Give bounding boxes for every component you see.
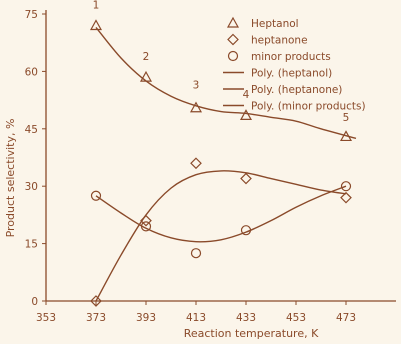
x-tick-label: 413: [186, 312, 206, 324]
y-tick-label: 45: [25, 124, 38, 136]
data-point-circle: [140, 221, 152, 232]
legend-marker-diamond: [227, 33, 239, 46]
annotations: 1 2 3 4 5: [93, 0, 350, 124]
legend-marker-triangle: [226, 16, 240, 28]
data-point-triangle: [339, 130, 353, 142]
legend-label: Poly. (heptanone): [251, 84, 342, 96]
data-point-circle: [90, 190, 102, 201]
data-point-triangle: [89, 19, 103, 31]
y-tick-label: 30: [25, 181, 38, 193]
x-tick-label: 353: [36, 312, 56, 324]
data-point-diamond: [340, 191, 352, 204]
data-point-diamond: [240, 172, 252, 185]
x-tick-label: 453: [286, 312, 306, 324]
legend: Heptanol heptanone minor products Poly. (he…: [223, 16, 366, 113]
point-number-label: 3: [193, 80, 200, 92]
data-point-circle: [190, 248, 202, 259]
legend-label: Poly. (minor products): [251, 101, 366, 113]
x-tick-label: 373: [86, 312, 106, 324]
legend-label: Poly. (heptanol): [251, 68, 332, 80]
x-tick-label: 393: [136, 312, 156, 324]
data-point-triangle: [139, 70, 153, 82]
data-point-triangle: [189, 101, 203, 113]
y-tick-label: 60: [25, 66, 38, 78]
y-tick-label: 75: [25, 9, 38, 21]
x-tick-label: 473: [336, 312, 356, 324]
data-point-circle: [340, 181, 352, 192]
data-point-triangle: [239, 109, 253, 121]
y-tick-label: 15: [25, 239, 38, 251]
point-number-label: 5: [343, 112, 350, 124]
legend-label: Heptanol: [251, 18, 299, 30]
point-number-label: 2: [143, 51, 150, 63]
data-point-circle: [240, 225, 252, 236]
trendline-0: [95, 26, 357, 140]
y-tick-label: 0: [31, 296, 38, 308]
legend-label: minor products: [251, 51, 331, 63]
data-point-diamond: [190, 157, 202, 170]
data-point-diamond: [90, 295, 102, 307]
markers: [89, 19, 353, 307]
trendlines: [95, 26, 357, 302]
trendline-2: [95, 185, 347, 243]
legend-marker-circle: [227, 50, 239, 62]
x-tick-label: 433: [236, 312, 256, 324]
y-axis-title: Product selectivity, %: [4, 119, 17, 238]
point-number-label: 1: [93, 0, 100, 11]
legend-label: heptanone: [251, 35, 308, 47]
point-number-label: 4: [243, 89, 250, 101]
trendline-1: [95, 170, 347, 302]
data-point-diamond: [140, 214, 152, 227]
x-axis-title: Reaction temperature, K: [184, 327, 319, 340]
